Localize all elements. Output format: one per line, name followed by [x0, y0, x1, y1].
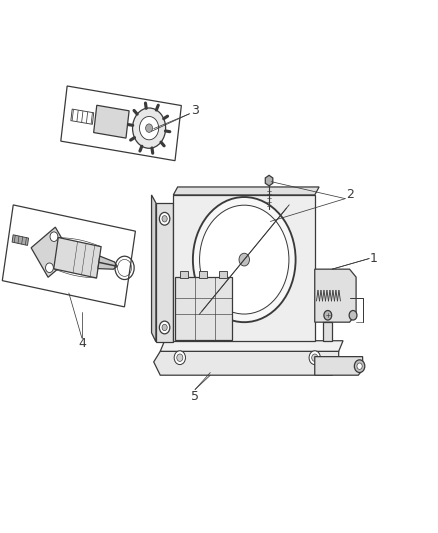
Polygon shape: [265, 175, 273, 186]
Circle shape: [174, 351, 185, 365]
Circle shape: [312, 354, 318, 361]
Circle shape: [46, 263, 53, 272]
Circle shape: [145, 124, 152, 132]
Circle shape: [133, 108, 166, 148]
Circle shape: [162, 216, 167, 222]
Circle shape: [140, 117, 159, 140]
Circle shape: [177, 354, 183, 361]
Polygon shape: [315, 269, 356, 322]
Circle shape: [159, 321, 170, 334]
Circle shape: [200, 205, 289, 314]
Text: 5: 5: [191, 390, 199, 403]
Polygon shape: [323, 322, 332, 341]
Polygon shape: [160, 341, 343, 351]
Circle shape: [324, 311, 332, 320]
Circle shape: [309, 351, 321, 365]
Polygon shape: [173, 187, 319, 195]
FancyBboxPatch shape: [180, 271, 187, 278]
Polygon shape: [61, 86, 181, 160]
FancyBboxPatch shape: [199, 271, 207, 278]
Polygon shape: [31, 227, 72, 277]
Circle shape: [162, 324, 167, 330]
Polygon shape: [94, 105, 129, 138]
Polygon shape: [315, 357, 363, 375]
Circle shape: [50, 232, 58, 241]
Polygon shape: [176, 277, 232, 340]
Circle shape: [349, 311, 357, 320]
Text: 1: 1: [370, 252, 378, 265]
Polygon shape: [2, 205, 135, 307]
Text: 4: 4: [78, 337, 86, 350]
Polygon shape: [173, 195, 315, 341]
Polygon shape: [98, 256, 117, 269]
Circle shape: [357, 363, 362, 369]
Polygon shape: [54, 238, 101, 278]
Circle shape: [159, 213, 170, 225]
Polygon shape: [154, 351, 339, 375]
Polygon shape: [152, 195, 156, 342]
Circle shape: [354, 360, 365, 373]
FancyBboxPatch shape: [219, 271, 227, 278]
Text: 3: 3: [191, 103, 199, 117]
Circle shape: [239, 253, 250, 266]
Polygon shape: [12, 235, 28, 245]
Circle shape: [193, 197, 296, 322]
Polygon shape: [156, 203, 173, 342]
Text: 2: 2: [346, 189, 353, 201]
